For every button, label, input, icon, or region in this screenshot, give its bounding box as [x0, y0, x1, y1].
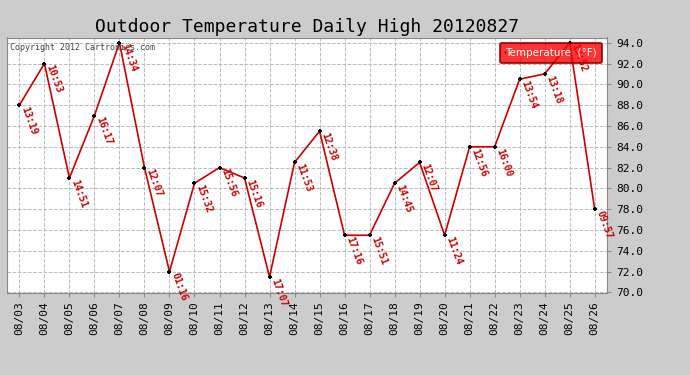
Point: [389, 180, 400, 186]
Text: 12:38: 12:38: [319, 131, 339, 162]
Point: [139, 165, 150, 171]
Point: [289, 159, 300, 165]
Text: 17:07: 17:07: [270, 277, 289, 308]
Point: [514, 76, 525, 82]
Text: 15:56: 15:56: [219, 168, 239, 199]
Text: 14:45: 14:45: [395, 183, 414, 214]
Point: [164, 268, 175, 274]
Point: [264, 274, 275, 280]
Text: 13:19: 13:19: [19, 105, 39, 136]
Text: 16:17: 16:17: [95, 116, 114, 147]
Text: 12:56: 12:56: [470, 147, 489, 178]
Legend: Temperature  (°F): Temperature (°F): [500, 43, 602, 63]
Point: [114, 40, 125, 46]
Text: 12:07: 12:07: [144, 168, 164, 199]
Point: [589, 206, 600, 212]
Text: 13:54: 13:54: [520, 79, 539, 110]
Point: [189, 180, 200, 186]
Text: Copyright 2012 Cartronics.com: Copyright 2012 Cartronics.com: [10, 43, 155, 52]
Text: 15:51: 15:51: [370, 235, 389, 266]
Point: [439, 232, 450, 238]
Text: 09:57: 09:57: [595, 209, 614, 240]
Point: [539, 71, 550, 77]
Text: 13:18: 13:18: [544, 74, 564, 105]
Point: [564, 40, 575, 46]
Text: 15:16: 15:16: [244, 178, 264, 209]
Point: [89, 112, 100, 118]
Point: [214, 165, 225, 171]
Text: 11:53: 11:53: [295, 162, 314, 194]
Text: 01:16: 01:16: [170, 272, 189, 303]
Point: [314, 128, 325, 134]
Point: [64, 175, 75, 181]
Text: 12:07: 12:07: [420, 162, 439, 194]
Point: [414, 159, 425, 165]
Point: [339, 232, 350, 238]
Point: [364, 232, 375, 238]
Text: 11:24: 11:24: [444, 235, 464, 266]
Point: [39, 60, 50, 66]
Text: 15:32: 15:32: [195, 183, 214, 214]
Point: [464, 144, 475, 150]
Point: [239, 175, 250, 181]
Text: 14:51: 14:51: [70, 178, 89, 209]
Text: 13:52: 13:52: [570, 43, 589, 74]
Text: 14:34: 14:34: [119, 43, 139, 74]
Text: 10:53: 10:53: [44, 63, 64, 94]
Point: [489, 144, 500, 150]
Point: [14, 102, 25, 108]
Text: 16:00: 16:00: [495, 147, 514, 178]
Text: 17:16: 17:16: [344, 235, 364, 266]
Title: Outdoor Temperature Daily High 20120827: Outdoor Temperature Daily High 20120827: [95, 18, 519, 36]
